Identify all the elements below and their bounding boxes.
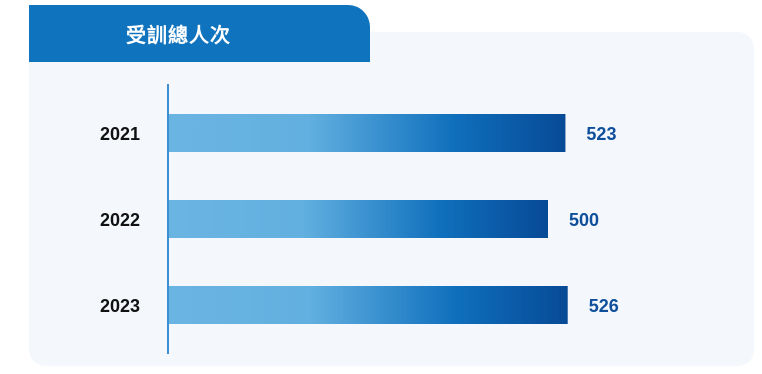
chart-title: 受訓總人次 xyxy=(126,25,231,47)
value-label-2022: 500 xyxy=(569,210,599,230)
value-label-2021: 523 xyxy=(586,124,616,144)
bar-2022 xyxy=(169,200,548,238)
bar-2021 xyxy=(169,114,566,152)
bars-group: 2021 523 2022 500 2023 526 xyxy=(100,114,619,324)
category-label-2023: 2023 xyxy=(100,296,140,316)
category-label-2021: 2021 xyxy=(100,124,140,144)
bar-2023 xyxy=(169,286,568,324)
category-label-2022: 2022 xyxy=(100,210,140,230)
chart-title-tab: 受訓總人次 xyxy=(29,5,370,62)
value-label-2023: 526 xyxy=(589,296,619,316)
